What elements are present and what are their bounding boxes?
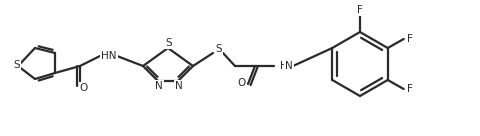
Text: S: S xyxy=(13,60,20,70)
Text: F: F xyxy=(406,34,412,44)
Text: HN: HN xyxy=(101,51,117,61)
Text: S: S xyxy=(215,44,222,54)
Text: F: F xyxy=(406,84,412,94)
Text: H: H xyxy=(279,61,287,71)
Text: N: N xyxy=(175,81,182,91)
Text: F: F xyxy=(356,5,362,15)
Text: O: O xyxy=(238,78,246,88)
Text: N: N xyxy=(155,81,163,91)
Text: S: S xyxy=(165,38,172,48)
Text: O: O xyxy=(80,83,88,93)
Text: N: N xyxy=(285,61,292,71)
